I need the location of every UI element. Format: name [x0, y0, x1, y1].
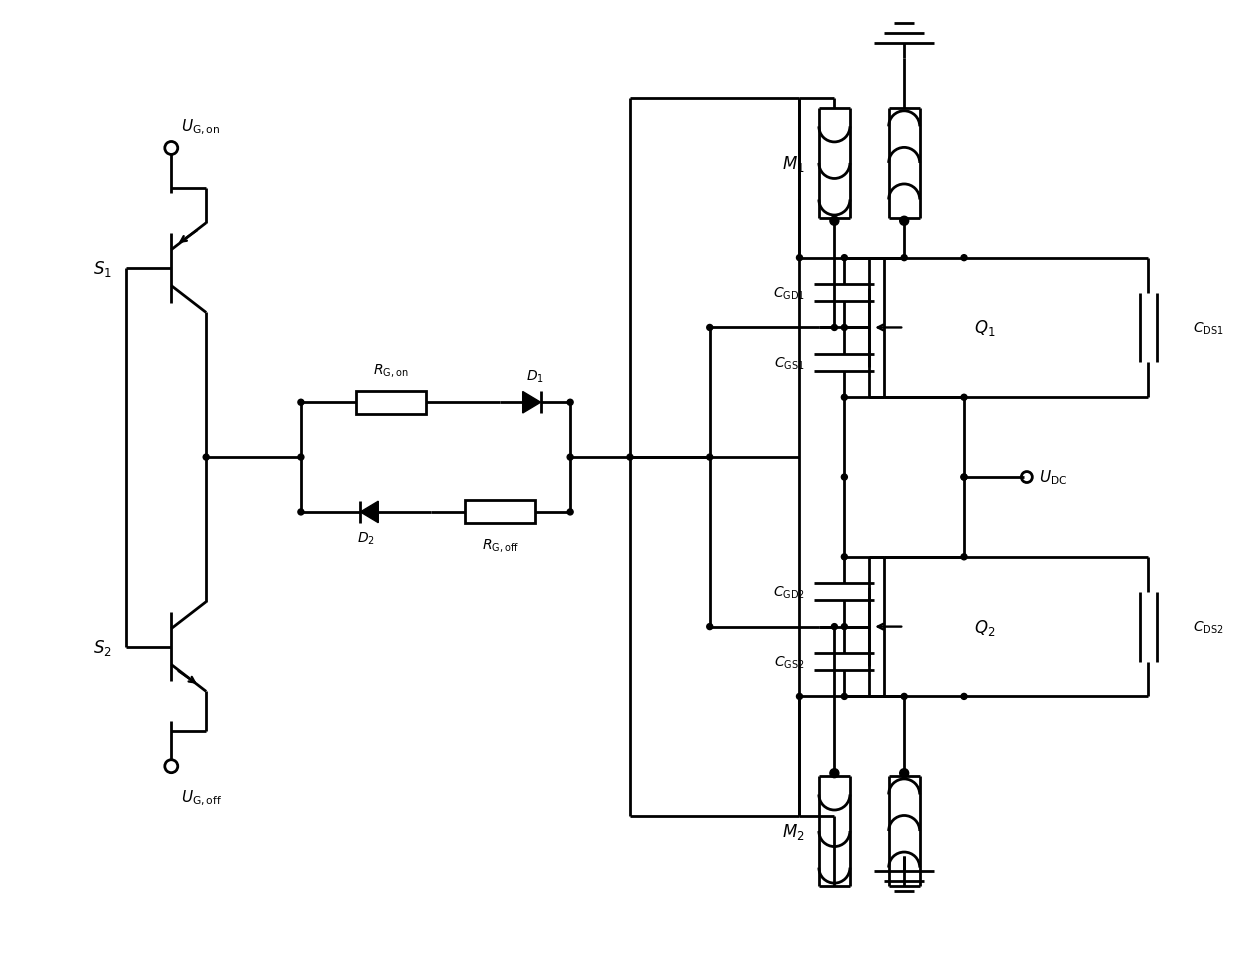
- Text: $C_{\rm GD1}$: $C_{\rm GD1}$: [773, 285, 805, 302]
- Circle shape: [961, 475, 967, 481]
- Circle shape: [842, 475, 847, 481]
- Text: $U_{\rm G,off}$: $U_{\rm G,off}$: [181, 788, 222, 808]
- Text: $C_{\rm GS1}$: $C_{\rm GS1}$: [774, 355, 805, 371]
- Circle shape: [961, 395, 967, 401]
- Text: $S_1$: $S_1$: [93, 258, 112, 278]
- Circle shape: [567, 400, 573, 405]
- Circle shape: [901, 694, 908, 700]
- Text: $S_2$: $S_2$: [93, 637, 112, 657]
- Circle shape: [298, 454, 304, 460]
- Text: $M_1$: $M_1$: [781, 153, 805, 174]
- Text: $C_{\rm DS2}$: $C_{\rm DS2}$: [1193, 618, 1224, 635]
- Text: $M_2$: $M_2$: [782, 822, 805, 841]
- Text: $Q_1$: $Q_1$: [973, 319, 996, 338]
- Circle shape: [203, 454, 210, 460]
- Text: $D_1$: $D_1$: [526, 368, 544, 385]
- Circle shape: [961, 554, 967, 560]
- Circle shape: [900, 217, 909, 226]
- Circle shape: [567, 454, 573, 460]
- Text: $R_{\rm G,off}$: $R_{\rm G,off}$: [482, 536, 518, 554]
- Text: $U_{\rm G,on}$: $U_{\rm G,on}$: [181, 117, 221, 137]
- Polygon shape: [523, 392, 541, 413]
- Text: $R_{\rm G,on}$: $R_{\rm G,on}$: [373, 361, 408, 378]
- Text: $C_{\rm DS1}$: $C_{\rm DS1}$: [1193, 319, 1224, 336]
- Circle shape: [567, 509, 573, 516]
- Polygon shape: [361, 501, 378, 523]
- Circle shape: [901, 255, 908, 262]
- Circle shape: [796, 255, 802, 262]
- Circle shape: [627, 454, 632, 460]
- Circle shape: [298, 509, 304, 516]
- Circle shape: [900, 769, 909, 778]
- Bar: [465, 501, 536, 524]
- Circle shape: [830, 769, 839, 778]
- Circle shape: [298, 400, 304, 405]
- Bar: [356, 392, 425, 414]
- Circle shape: [707, 325, 713, 331]
- Circle shape: [831, 624, 837, 630]
- Circle shape: [831, 325, 837, 331]
- Text: $D_2$: $D_2$: [357, 531, 374, 547]
- Circle shape: [796, 694, 802, 700]
- Circle shape: [830, 217, 839, 226]
- Text: $C_{\rm GS2}$: $C_{\rm GS2}$: [774, 654, 805, 670]
- Circle shape: [842, 325, 847, 331]
- Text: $U_{\rm DC}$: $U_{\rm DC}$: [1039, 468, 1068, 487]
- Circle shape: [842, 395, 847, 401]
- Circle shape: [842, 554, 847, 560]
- Circle shape: [961, 475, 967, 481]
- Circle shape: [961, 255, 967, 262]
- Circle shape: [961, 694, 967, 700]
- Circle shape: [842, 694, 847, 700]
- Text: $Q_2$: $Q_2$: [973, 616, 996, 637]
- Text: $C_{\rm GD2}$: $C_{\rm GD2}$: [773, 584, 805, 600]
- Circle shape: [842, 624, 847, 630]
- Circle shape: [842, 255, 847, 262]
- Circle shape: [707, 454, 713, 460]
- Circle shape: [707, 624, 713, 630]
